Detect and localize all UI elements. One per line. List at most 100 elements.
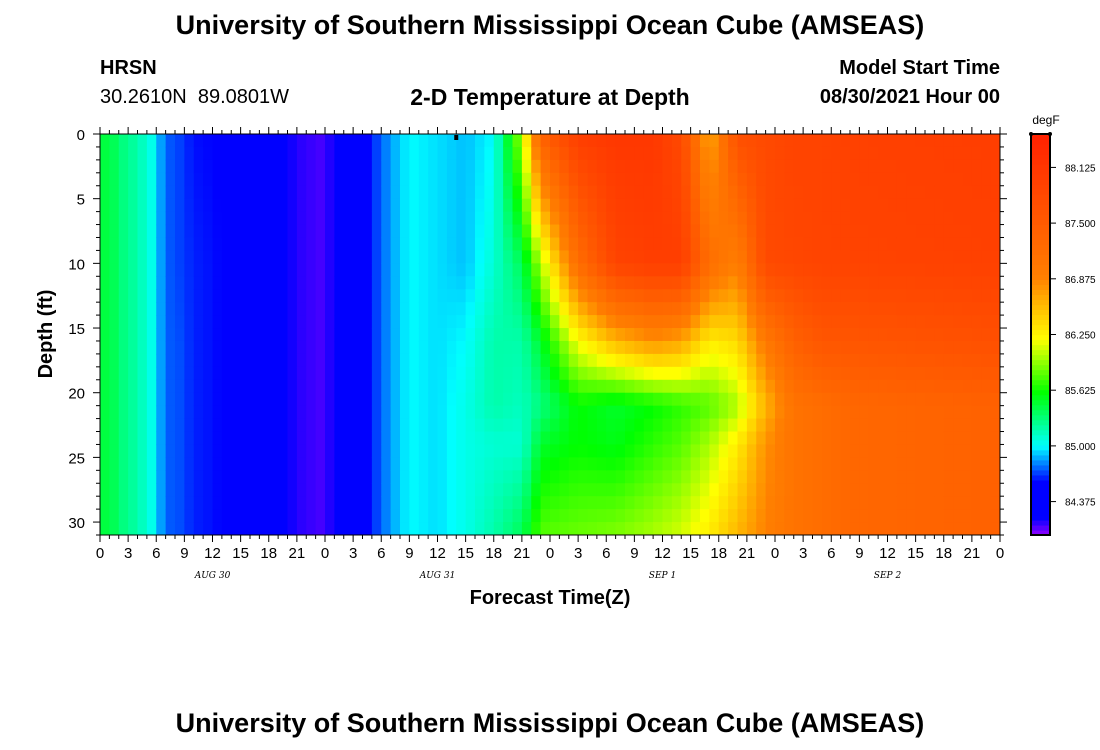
heatmap-cell <box>109 276 120 290</box>
heatmap-cell <box>793 392 804 407</box>
y-axis-label: Depth (ft) <box>35 290 57 379</box>
heatmap-cell <box>962 522 973 535</box>
heatmap-cell <box>175 457 185 471</box>
heatmap-cell <box>915 289 926 303</box>
heatmap-cell <box>821 224 832 239</box>
heatmap-cell <box>718 444 729 458</box>
heatmap-cell <box>634 276 645 290</box>
heatmap-cell <box>446 250 457 264</box>
heatmap-cell <box>990 418 1000 433</box>
heatmap-cell <box>906 470 917 484</box>
heatmap-cell <box>850 146 860 161</box>
heatmap-cell <box>456 211 467 226</box>
heatmap-cell <box>175 509 185 523</box>
heatmap-cell <box>381 159 392 174</box>
heatmap-cell <box>578 185 589 200</box>
heatmap-cell <box>653 392 664 407</box>
heatmap-cell <box>615 418 626 433</box>
heatmap-cell <box>353 159 364 174</box>
heatmap-cell <box>850 134 860 148</box>
colorbar-corner <box>1048 132 1052 136</box>
heatmap-cell <box>896 134 907 148</box>
heatmap-cell <box>840 328 851 342</box>
x-tick-label: 0 <box>996 545 1004 562</box>
heatmap-cell <box>896 418 907 433</box>
heatmap-cell <box>859 392 870 407</box>
heatmap-cell <box>990 470 1000 484</box>
heatmap-cell <box>203 340 214 355</box>
heatmap-cell <box>250 509 260 523</box>
heatmap-cell <box>784 211 795 226</box>
heatmap-cell <box>146 289 157 303</box>
heatmap-cell <box>653 250 664 264</box>
heatmap-cell <box>550 146 560 161</box>
heatmap-cell <box>212 405 223 420</box>
heatmap-cell <box>400 172 410 187</box>
heatmap-cell <box>915 250 926 264</box>
heatmap-cell <box>278 237 289 252</box>
heatmap-cell <box>662 392 673 407</box>
heatmap-cell <box>512 522 523 535</box>
heatmap-cell <box>278 198 289 213</box>
heatmap-cell <box>953 237 964 252</box>
heatmap-cell <box>146 418 157 433</box>
heatmap-cell <box>315 134 326 148</box>
heatmap-cell <box>578 134 589 148</box>
heatmap-cell <box>878 146 889 161</box>
heatmap-cell <box>943 224 954 239</box>
heatmap-cell <box>231 496 242 510</box>
heatmap-cell <box>934 134 945 148</box>
heatmap-cell <box>587 237 598 252</box>
heatmap-cell <box>409 405 420 420</box>
heatmap-cell <box>596 146 607 161</box>
heatmap-cell <box>231 289 242 303</box>
heatmap-cell <box>259 444 270 458</box>
heatmap-cell <box>400 483 410 497</box>
heatmap-cell <box>540 134 551 148</box>
heatmap-cell <box>146 276 157 290</box>
heatmap-cell <box>118 353 129 368</box>
heatmap-cell <box>343 496 354 510</box>
heatmap-cell <box>475 250 485 264</box>
heatmap-cell <box>943 146 954 161</box>
heatmap-cell <box>137 340 148 355</box>
heatmap-cell <box>653 444 664 458</box>
heatmap-cell <box>643 379 654 394</box>
heatmap-cell <box>831 457 842 471</box>
heatmap-cell <box>662 522 673 535</box>
heatmap-cell <box>746 237 757 252</box>
heatmap-cell <box>793 470 804 484</box>
heatmap-cell <box>690 198 701 213</box>
heatmap-cell <box>606 185 617 200</box>
heatmap-cell <box>156 263 167 277</box>
heatmap-cell <box>418 431 429 446</box>
heatmap-cell <box>587 159 598 174</box>
heatmap-cell <box>803 418 814 433</box>
heatmap-cell <box>737 276 748 290</box>
heatmap-cell <box>475 496 485 510</box>
heatmap-cell <box>934 250 945 264</box>
heatmap-cell <box>315 159 326 174</box>
heatmap-cell <box>887 185 898 200</box>
heatmap-cell <box>850 496 860 510</box>
heatmap-cell <box>700 392 710 407</box>
heatmap-cell <box>625 392 635 407</box>
heatmap-cell <box>503 457 514 471</box>
heatmap-cell <box>803 250 814 264</box>
heatmap-cell <box>634 263 645 277</box>
heatmap-cell <box>925 185 935 200</box>
heatmap-cell <box>287 198 298 213</box>
heatmap-cell <box>728 470 739 484</box>
heatmap-cell <box>643 444 654 458</box>
heatmap-cell <box>840 522 851 535</box>
heatmap-cell <box>503 315 514 329</box>
colorbar-segment <box>1031 389 1050 396</box>
heatmap-cell <box>812 328 823 342</box>
heatmap-cell <box>484 457 495 471</box>
heatmap-cell <box>446 134 457 148</box>
heatmap-cell <box>728 185 739 200</box>
heatmap-cell <box>728 302 739 316</box>
heatmap-cell <box>756 340 767 355</box>
heatmap-cell <box>925 198 935 213</box>
colorbar-segment <box>1031 269 1050 275</box>
